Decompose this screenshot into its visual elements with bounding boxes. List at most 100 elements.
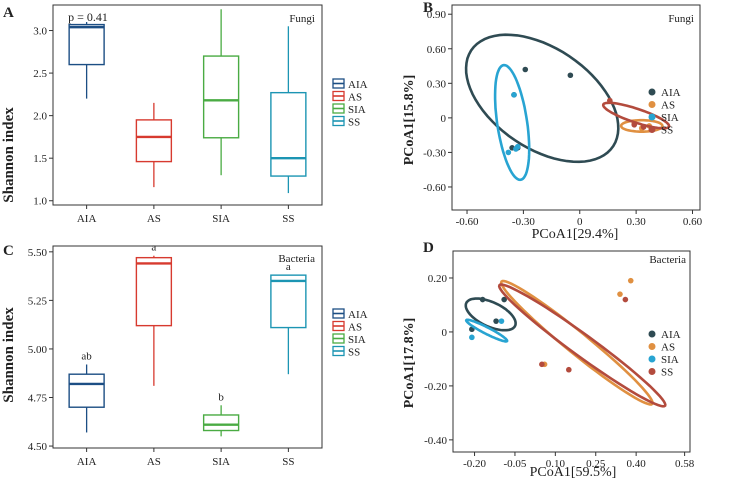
series-as — [499, 277, 654, 406]
x-tick-label: 0.60 — [683, 216, 703, 228]
legend-label: AIA — [661, 87, 681, 99]
box-ss — [270, 26, 307, 194]
plot-frame — [52, 245, 323, 449]
y-tick-label: -0.30 — [423, 147, 446, 159]
legend-dot — [648, 101, 656, 108]
data-point — [511, 92, 517, 98]
data-point — [627, 277, 634, 284]
x-tick-label: AIA — [77, 456, 97, 468]
x-tick-label: AIA — [77, 213, 97, 225]
y-tick-label: 2.5 — [33, 68, 47, 80]
panel-c-bacteria-shannon-boxplot: C Shannon index Bacteria 4.50 4.75 5.00 5.2… — [1, 242, 368, 468]
box-body — [270, 274, 307, 329]
box-body — [270, 91, 307, 177]
confidence-ellipse — [493, 63, 531, 182]
corner-label: Fungi — [668, 13, 694, 25]
data-point — [622, 296, 629, 303]
legend-dot — [648, 113, 656, 121]
box-ss: a — [270, 261, 307, 375]
legend-label: AIA — [348, 309, 368, 321]
x-tick-label: AS — [147, 456, 161, 468]
y-tick-label: 1.5 — [33, 153, 47, 165]
series-sia — [464, 318, 509, 343]
corner-label: Bacteria — [649, 254, 686, 266]
confidence-ellipse — [464, 318, 509, 343]
legend-dot — [648, 330, 656, 338]
legend-label: AS — [348, 322, 362, 334]
legend-label: SIA — [348, 104, 366, 116]
legend-label: AIA — [348, 79, 368, 91]
y-axis-label: PCoA1[17.8%] — [402, 318, 417, 409]
legend-label: SIA — [661, 354, 679, 366]
legend-label: SS — [348, 117, 360, 129]
legend-label: SS — [348, 347, 360, 359]
panel-label: A — [3, 5, 14, 21]
x-tick-label: AS — [147, 213, 161, 225]
plot-frame — [451, 4, 701, 211]
panel-b-fungi-pcoa-scatter: B PCoA1[15.8%] PCoA1[29.4%] Fungi -0.60 -… — [402, 0, 703, 242]
y-tick-label: 5.00 — [28, 344, 48, 356]
legend-label: AIA — [661, 329, 681, 341]
x-tick-label: 0 — [577, 216, 583, 228]
series-aia — [464, 33, 620, 164]
x-tick-label: 0.58 — [675, 458, 695, 470]
y-tick-label: -0.20 — [424, 381, 447, 393]
y-tick-label: 4.75 — [28, 393, 48, 405]
legend-label: AS — [348, 92, 362, 104]
box-as — [135, 102, 173, 188]
y-tick-label: 5.25 — [28, 295, 48, 307]
legend-label: SS — [661, 125, 673, 137]
y-axis-label: Shannon index — [1, 307, 17, 403]
series-ss — [601, 97, 671, 130]
y-tick-label: 0.60 — [427, 44, 447, 56]
legend-label: SIA — [348, 334, 366, 346]
data-point — [493, 318, 499, 324]
x-tick-label: SIA — [212, 456, 230, 468]
data-point — [522, 66, 529, 73]
panel-label: D — [423, 240, 434, 256]
box-body — [68, 373, 105, 408]
data-point — [514, 143, 521, 150]
y-tick-label: -0.40 — [424, 435, 447, 447]
confidence-ellipse — [499, 279, 654, 406]
y-tick-label: 0.20 — [428, 273, 448, 285]
significance-letter: a — [286, 261, 291, 273]
series-sia — [493, 63, 531, 182]
legend-dot — [648, 343, 656, 350]
plot-frame — [52, 4, 323, 206]
box-aia: ab — [68, 350, 105, 433]
significance-letter: b — [218, 391, 224, 403]
y-tick-label: 0.90 — [427, 9, 447, 21]
y-tick-label: -0.60 — [423, 182, 446, 194]
box-body — [135, 256, 173, 327]
confidence-ellipse — [464, 297, 517, 332]
box-sia — [202, 9, 240, 176]
box-as: a — [135, 242, 173, 386]
data-point — [469, 334, 475, 341]
data-point — [607, 97, 613, 104]
data-point — [640, 124, 647, 130]
series-ss — [497, 283, 667, 408]
data-point — [567, 72, 574, 79]
x-tick-label: SS — [282, 213, 294, 225]
box-body — [68, 23, 105, 66]
p-value-annotation: p = 0.41 — [68, 10, 108, 24]
legend-dot — [648, 88, 656, 96]
legend-label: SS — [661, 367, 673, 379]
y-tick-label: 3.0 — [33, 26, 47, 38]
data-point — [505, 149, 512, 156]
data-point — [631, 121, 638, 128]
data-point — [539, 361, 545, 368]
data-point — [617, 291, 623, 297]
plot-frame — [452, 250, 691, 453]
y-tick-label: 2.0 — [33, 111, 47, 123]
x-tick-label: 0.30 — [626, 216, 646, 228]
x-axis-label: PCoA1[29.4%] — [532, 227, 619, 242]
x-tick-label: 0.10 — [546, 458, 566, 470]
corner-label: Fungi — [289, 13, 315, 25]
x-tick-label: 0.40 — [627, 458, 647, 470]
legend-dot — [648, 368, 656, 375]
